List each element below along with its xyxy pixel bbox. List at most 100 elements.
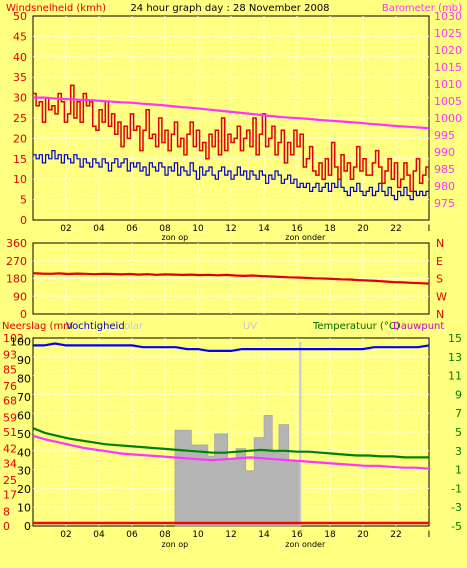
climate-x-tick-label: 04 (93, 530, 105, 540)
temperature-y-tick-label: 3 (455, 445, 462, 458)
climate-x-tick-label: 08 (159, 530, 171, 540)
wind-y-ticks: 0 5 10 15 20 25 30 35 40 45 50 (13, 10, 27, 227)
rain-y-tick-label: 8 (3, 505, 10, 518)
temperature-y-tick-label: 13 (448, 351, 462, 364)
rain-y-tick-label: 93 (3, 349, 17, 362)
climate-series (32, 342, 430, 525)
humidity-y-tick-label: 0 (24, 520, 31, 533)
rain-y-tick-label: 34 (3, 457, 17, 470)
wind-y-tick-label: 30 (13, 92, 27, 105)
climate-x-tick-label: 14 (258, 530, 270, 540)
barometer-y-tick-label: 1030 (434, 10, 462, 23)
wind-x-tick-label: 04 (93, 224, 105, 234)
rain-y-tick-label: 85 (3, 363, 17, 376)
wind-sun-marker-label: zon onder (285, 233, 326, 242)
wind-y-tick-label: 10 (13, 173, 27, 186)
dewpoint-line (32, 434, 430, 470)
temperature-line (32, 427, 429, 459)
wind-y-tick-label: 40 (13, 51, 27, 64)
climate-panel: Neerslag (mm Vochtigheid olar UV Tempera… (2, 321, 462, 549)
dewpoint-axis-title: Dauwpunt (393, 321, 444, 332)
temperature-y-tick-label: 5 (455, 426, 462, 439)
wind-x-tick-label: I (428, 224, 431, 234)
barometer-y-tick-label: 975 (434, 197, 455, 210)
direction-y-tick-label: 90 (13, 290, 27, 303)
barometer-y-tick-label: 985 (434, 163, 455, 176)
barometer-y-tick-label: 980 (434, 180, 455, 193)
wind-y-tick-label: 0 (20, 214, 27, 227)
barometer-y-tick-label: 1015 (434, 61, 462, 74)
wind-x-tick-label: 18 (324, 224, 336, 234)
wind-x-tick-label: 06 (126, 224, 138, 234)
temperature-y-tick-label: 7 (455, 407, 462, 420)
compass-y-tick-label: W (436, 290, 447, 303)
temperature-y-tick-label: -3 (451, 501, 462, 514)
direction-y-tick-label: 180 (6, 273, 27, 286)
direction-series (32, 272, 430, 285)
direction-y-ticks: 0 90 180 270 360 (6, 237, 27, 321)
humidity-y-tick-label: 70 (17, 391, 31, 404)
humidity-line (33, 342, 430, 352)
wind-gridlines (33, 16, 429, 220)
compass-y-tick-label: N (436, 308, 444, 321)
wind-series (33, 84, 430, 201)
direction-y-tick-label: 360 (6, 237, 27, 250)
wind-x-tick-label: 14 (258, 224, 270, 234)
humidity-y-tick-label: 60 (17, 409, 31, 422)
barometer-axis-title: Barometer (mb) (382, 3, 462, 14)
solar-radiation-area (174, 415, 301, 527)
climate-x-tick-label: I (428, 530, 431, 540)
barometer-y-ticks: 975 980 985 990 995 1000 1005 1010 1015 1020 1025 1… (434, 10, 462, 210)
humidity-y-tick-label: 30 (17, 465, 31, 478)
wind-x-tick-label: 20 (357, 224, 369, 234)
climate-x-tick-label: 02 (60, 530, 71, 540)
wind-sun-marker-label: zon op (162, 233, 189, 242)
climate-x-tick-label: 18 (324, 530, 336, 540)
barometer-y-tick-label: 1005 (434, 95, 462, 108)
wind-y-tick-label: 35 (13, 71, 27, 84)
temperature-y-tick-label: 11 (448, 370, 462, 383)
barometer-y-tick-label: 1010 (434, 78, 462, 91)
chart-title: 24 hour graph day : 28 November 2008 (130, 3, 329, 14)
compass-y-tick-label: S (436, 273, 443, 286)
compass-y-tick-label: E (436, 255, 443, 268)
gust-average-line (33, 150, 429, 201)
barometer-y-tick-label: 990 (434, 146, 455, 159)
wind-direction-line (32, 272, 430, 285)
wind-y-tick-label: 50 (13, 10, 27, 23)
rain-y-tick-label: 42 (3, 443, 17, 456)
rain-y-tick-label: 76 (3, 380, 17, 393)
humidity-y-tick-label: 40 (17, 446, 31, 459)
barometer-y-tick-label: 1020 (434, 44, 462, 57)
rain-y-tick-label: 17 (3, 489, 17, 502)
climate-x-tick-label: 20 (357, 530, 369, 540)
climate-x-tick-label: 06 (126, 530, 138, 540)
compass-y-tick-label: N (436, 237, 444, 250)
wind-y-tick-label: 20 (13, 132, 27, 145)
wind-speed-line (33, 84, 429, 193)
climate-sun-markers: zon op zon onder (162, 540, 326, 549)
wind-x-tick-label: 10 (192, 224, 204, 234)
humidity-y-tick-label: 100 (10, 336, 31, 349)
wind-x-tick-label: 16 (291, 224, 303, 234)
rain-y-tick-label: 68 (3, 395, 17, 408)
humidity-y-tick-label: 20 (17, 483, 31, 496)
solar-axis-title: olar (124, 321, 144, 332)
humidity-y-tick-label: 80 (17, 373, 31, 386)
wind-y-tick-label: 45 (13, 30, 27, 43)
temperature-y-tick-label: -1 (451, 482, 462, 495)
wind-x-tick-label: 22 (390, 224, 401, 234)
direction-y-tick-label: 270 (6, 255, 27, 268)
temperature-y-tick-label: 9 (455, 388, 462, 401)
humidity-axis-title: Vochtigheid (66, 321, 125, 332)
rain-y-tick-label: 51 (3, 426, 17, 439)
humidity-y-tick-label: 10 (17, 502, 31, 515)
temperature-y-tick-label: -5 (451, 520, 462, 533)
temperature-y-tick-label: 1 (455, 464, 462, 477)
